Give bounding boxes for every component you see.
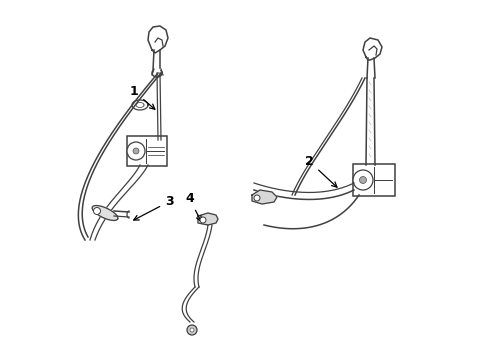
Text: 2: 2 (305, 155, 337, 187)
Circle shape (187, 325, 197, 335)
Circle shape (200, 217, 206, 223)
FancyBboxPatch shape (353, 164, 395, 196)
Circle shape (360, 176, 367, 184)
Circle shape (127, 142, 145, 160)
Polygon shape (198, 213, 218, 225)
Circle shape (353, 170, 373, 190)
Text: 4: 4 (185, 192, 201, 221)
Circle shape (254, 195, 260, 201)
Circle shape (94, 207, 100, 215)
Text: 3: 3 (134, 195, 173, 220)
FancyBboxPatch shape (127, 136, 167, 166)
Polygon shape (92, 206, 118, 220)
Circle shape (133, 148, 139, 154)
Polygon shape (252, 190, 277, 204)
Text: 1: 1 (130, 85, 155, 109)
Circle shape (190, 328, 194, 332)
